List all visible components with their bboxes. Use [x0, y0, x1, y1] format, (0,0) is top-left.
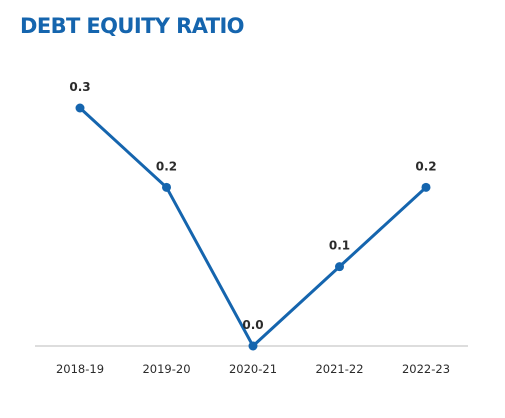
chart-title: DEBT EQUITY RATIO	[20, 14, 245, 38]
x-tick-label-2021-22: 2021-22	[315, 362, 363, 376]
data-point-2021-22	[335, 262, 344, 272]
data-label-2021-22: 0.1	[329, 239, 350, 253]
series-line	[78, 106, 428, 348]
data-label-2018-19: 0.3	[69, 80, 90, 94]
x-tick-label-2019-20: 2019-20	[142, 362, 190, 376]
x-tick-label-2020-21: 2020-21	[229, 362, 277, 376]
data-label-2019-20: 0.2	[156, 159, 177, 173]
data-points	[75, 103, 431, 351]
x-tick-labels: 2018-19 2019-20 2020-21 2021-22 2022-23	[56, 362, 450, 376]
x-tick-label-2018-19: 2018-19	[56, 362, 104, 376]
data-label-2020-21: 0.0	[242, 318, 263, 332]
data-point-2019-20	[162, 182, 171, 192]
data-label-2022-23: 0.2	[415, 159, 436, 173]
data-point-2022-23	[421, 182, 431, 192]
data-point-2020-21	[248, 341, 258, 351]
data-labels: 0.3 0.2 0.0 0.1 0.2	[69, 80, 436, 332]
data-point-2018-19	[75, 103, 85, 113]
x-tick-label-2022-23: 2022-23	[402, 362, 450, 376]
